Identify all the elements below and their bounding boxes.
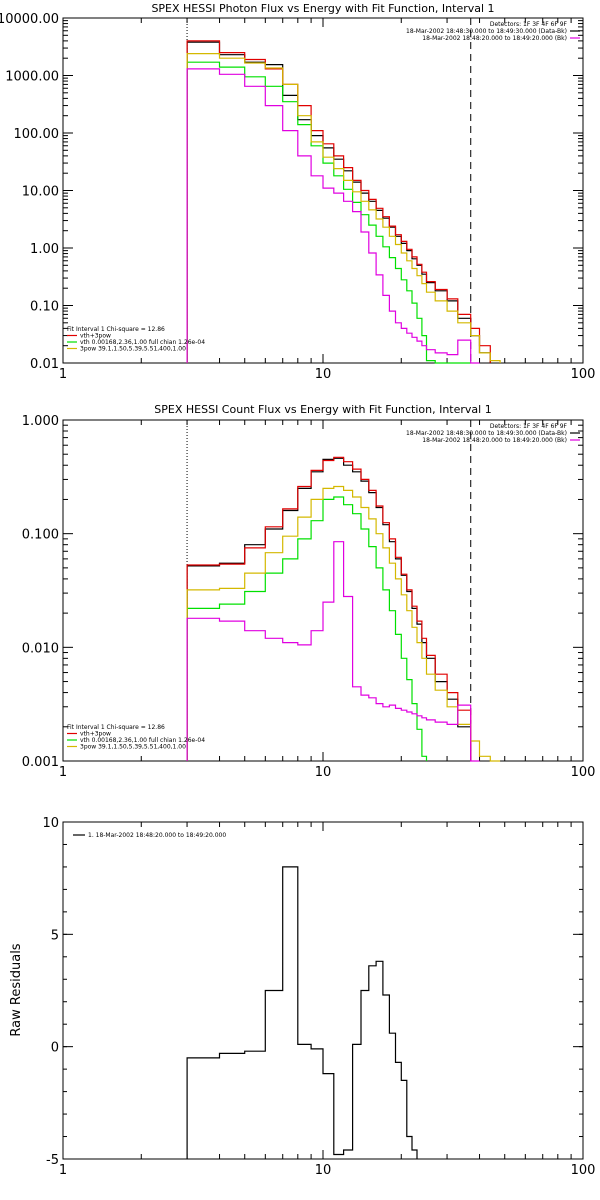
- series-step-line: [186, 457, 472, 761]
- fit-legend-text: vth 0.00168,2.36,1.00 full chian 1.26e-0…: [80, 737, 205, 744]
- y-tick-label: 0.100: [22, 528, 59, 543]
- x-tick-label: 10: [315, 765, 332, 780]
- x-tick-label: 100: [571, 367, 596, 382]
- series-step-line: [186, 541, 480, 762]
- header-info-text: 18-Mar-2002 18:48:20.000 to 18:49:20.000…: [422, 35, 567, 42]
- series-step-line: [186, 496, 428, 761]
- x-tick-label: 1: [59, 765, 67, 780]
- header-info-text: Detectors: 1F 3F 4F 6F 9F: [490, 423, 568, 430]
- series-step-line: [186, 485, 501, 762]
- y-tick-label: 0.001: [22, 755, 59, 770]
- y-tick-label: 0: [51, 1041, 59, 1056]
- x-tick-label: 100: [571, 765, 596, 780]
- x-tick-label: 1: [59, 367, 67, 382]
- x-tick-label: 10: [315, 1163, 332, 1178]
- series-step-line: [186, 866, 418, 1159]
- fit-legend-text: 3pow 39.1,1.50,5.39,5.51,400,1.00: [80, 744, 186, 751]
- photon-chart-title: SPEX HESSI Photon Flux vs Energy with Fi…: [151, 2, 494, 15]
- series-step-line: [186, 53, 501, 363]
- residuals-panel: Raw Residuals 1 10 100 -5 0 5 10 1. 18-Mar-2002…: [9, 816, 595, 1178]
- residuals-y-axis-label: Raw Residuals: [9, 943, 24, 1036]
- count-flux-panel: SPEX HESSI Count Flux vs Energy with Fit…: [22, 403, 596, 780]
- header-info-text: 18-Mar-2002 18:48:30.000 to 18:49:30.000…: [406, 28, 567, 35]
- y-tick-label: 10: [42, 816, 59, 831]
- x-tick-label: 100: [571, 1163, 596, 1178]
- y-tick-label: 10000.00: [0, 12, 59, 27]
- header-info-text: Detectors: 1F 3F 4F 6F 9F: [490, 21, 568, 28]
- series-step-line: [186, 61, 471, 364]
- y-tick-label: 0.010: [22, 641, 59, 656]
- y-tick-label: -5: [46, 1153, 59, 1168]
- fit-legend-text: Fit Interval 1 Chi-square = 12.86: [67, 724, 165, 731]
- fit-legend-text: vth 0.00168,2.36,1.00 full chian 1.26e-0…: [80, 339, 205, 346]
- x-tick-label: 1: [59, 1163, 67, 1178]
- fit-legend-text: 3pow 39.1,1.50,5.39,5.51,400,1.00: [80, 346, 186, 353]
- fit-legend-text: vth+3pow: [80, 333, 111, 340]
- series-step-line: [186, 41, 491, 363]
- y-tick-label: 5: [51, 928, 59, 943]
- y-tick-label: 1.00: [30, 242, 59, 257]
- y-tick-label: 0.01: [30, 357, 59, 372]
- residual-legend-text: 1. 18-Mar-2002 18:48:20.000 to 18:49:20.…: [88, 832, 226, 839]
- series-step-line: [186, 68, 480, 364]
- header-info-text: 18-Mar-2002 18:48:20.000 to 18:49:20.000…: [422, 437, 567, 444]
- residuals-plot-frame: [62, 821, 584, 1160]
- y-tick-label: 1.000: [22, 414, 59, 429]
- photon-flux-panel: SPEX HESSI Photon Flux vs Energy with Fi…: [0, 2, 595, 382]
- photon-plot-frame: [62, 17, 584, 364]
- series-step-line: [186, 456, 472, 761]
- fit-legend-text: Fit Interval 1 Chi-square = 12.86: [67, 326, 165, 333]
- count-chart-title: SPEX HESSI Count Flux vs Energy with Fit…: [154, 403, 491, 416]
- y-tick-label: 0.10: [30, 300, 59, 315]
- header-info-text: 18-Mar-2002 18:48:30.000 to 18:49:30.000…: [406, 430, 567, 437]
- series-step-line: [186, 40, 491, 363]
- y-tick-label: 1000.00: [5, 70, 59, 85]
- y-tick-label: 10.00: [22, 185, 59, 200]
- y-tick-label: 100.00: [14, 127, 60, 142]
- x-tick-label: 10: [315, 367, 332, 382]
- fit-legend-text: vth+3pow: [80, 731, 111, 738]
